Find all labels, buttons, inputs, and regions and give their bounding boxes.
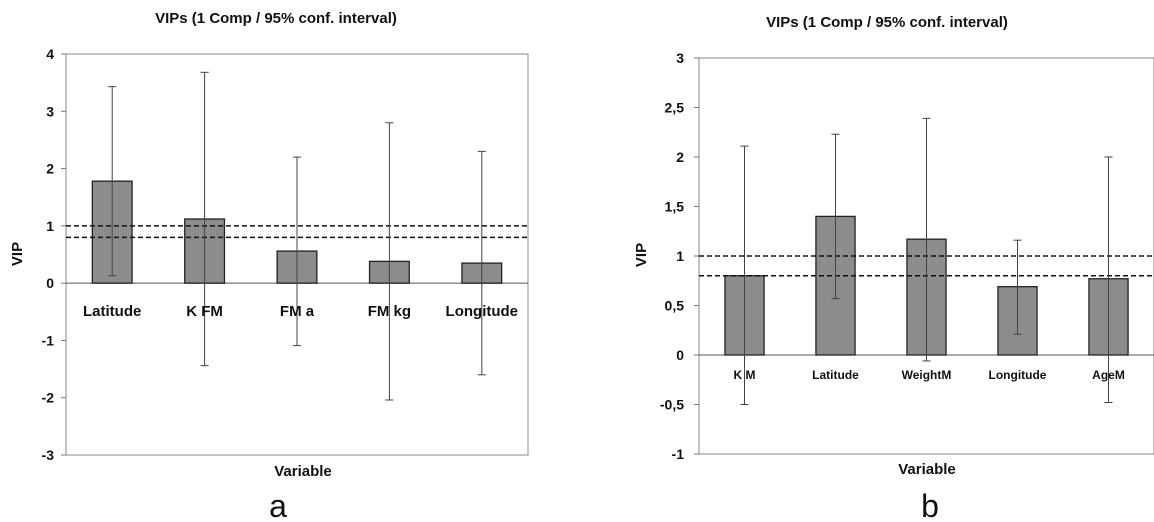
chart-b-category-label: WeightM (902, 368, 952, 382)
chart-b-ytick-label: -0,5 (660, 397, 684, 413)
chart-b-panel-label: b (921, 488, 939, 522)
chart-b-ytick-label: 0 (676, 347, 684, 363)
chart-a-category-label: Longitude (446, 303, 518, 320)
chart-b-ytick-label: -1 (672, 446, 685, 462)
chart-b-ytick-label: 2,5 (665, 100, 685, 116)
chart-a-ytick-label: 3 (46, 103, 54, 119)
chart-a-plot-frame (65, 53, 529, 456)
chart-a-title: VIPs (1 Comp / 95% conf. interval) (155, 10, 397, 27)
chart-b-ytick-label: 1,5 (665, 199, 685, 215)
chart-a-category-label: FM a (280, 303, 315, 320)
chart-b-xlabel: Variable (898, 461, 956, 478)
chart-a-ytick-label: -3 (42, 447, 55, 463)
chart-b-category-label: Longitude (989, 368, 1047, 382)
chart-a-xlabel: Variable (274, 463, 332, 480)
chart-b-ytick-label: 0,5 (665, 298, 685, 314)
chart-a-ytick-label: 0 (46, 275, 54, 291)
chart-a-ytick-label: 2 (46, 161, 54, 177)
chart-a-ytick-label: 1 (46, 218, 54, 234)
chart-a-ylabel: VIP (9, 242, 26, 266)
chart-a-ytick-label: -1 (42, 332, 55, 348)
chart-b-category-label: AgeM (1092, 368, 1125, 382)
chart-a-ytick-label: 4 (46, 46, 54, 62)
chart-b-title: VIPs (1 Comp / 95% conf. interval) (766, 14, 1008, 31)
chart-b-category-label: Latitude (812, 368, 859, 382)
chart-b-ytick-label: 2 (676, 149, 684, 165)
chart-a-panel-label: a (269, 488, 287, 522)
chart-a-category-label: FM kg (368, 303, 411, 320)
chart-b-ytick-label: 1 (676, 248, 684, 264)
chart-b-ytick-label: 3 (676, 50, 684, 66)
chart-b-ylabel: VIP (633, 243, 650, 267)
chart-a-category-label: K FM (186, 303, 223, 320)
chart-a-category-label: Latitude (83, 303, 141, 320)
chart-b-category-label: K M (734, 368, 756, 382)
chart-a-ytick-label: -2 (42, 390, 55, 406)
